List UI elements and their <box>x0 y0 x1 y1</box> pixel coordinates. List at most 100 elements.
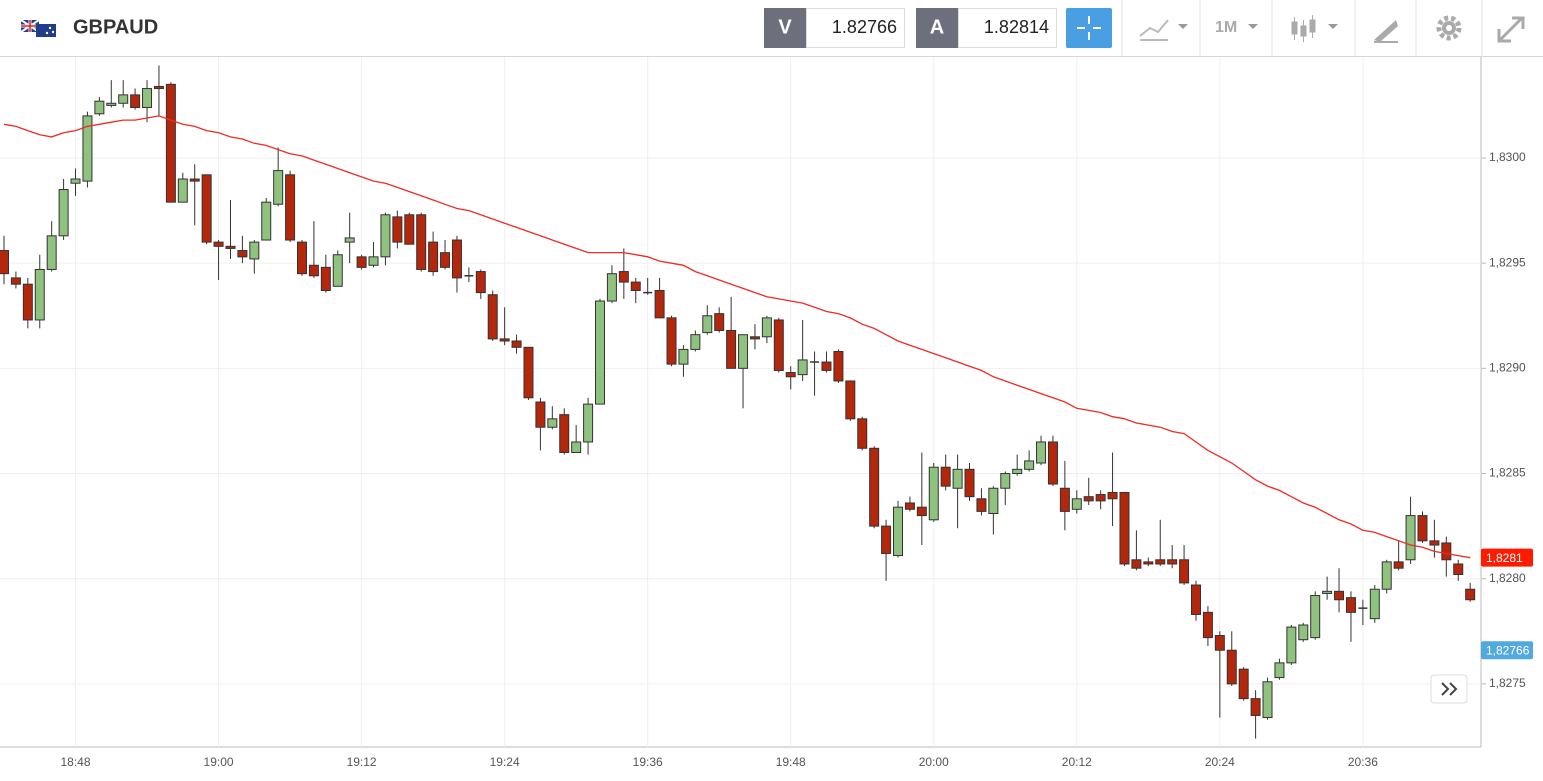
candle-body <box>821 361 832 371</box>
candle-body <box>881 525 892 554</box>
x-tick-label: 20:12 <box>1062 755 1092 769</box>
candle-body <box>320 266 331 292</box>
price-label-box <box>1481 548 1533 567</box>
candle-body <box>1453 563 1464 575</box>
candle-body <box>1191 584 1201 615</box>
fullscreen-button[interactable] <box>1497 16 1525 43</box>
candle-body <box>344 237 355 243</box>
candle-body <box>1012 468 1023 475</box>
candle-body <box>1107 491 1118 500</box>
candle-body <box>451 239 462 279</box>
candle-body <box>1393 561 1404 569</box>
x-tick-label: 19:48 <box>776 755 806 769</box>
toolbar-graphics: GBPAUD V 1.82766 A 1.82814 1M <box>20 0 1525 56</box>
sell-button[interactable]: V 1.82766 <box>764 8 905 48</box>
candle-body <box>833 351 844 382</box>
candle-body <box>1024 460 1035 470</box>
candle-body <box>690 334 701 350</box>
candle-body <box>1274 662 1285 679</box>
candle-body <box>1119 491 1130 565</box>
candle-body <box>511 340 522 348</box>
x-tick-label: 19:00 <box>204 755 234 769</box>
flag-icon <box>20 19 56 37</box>
candle-body <box>583 403 594 443</box>
x-tick-label: 20:24 <box>1205 755 1235 769</box>
candle-body <box>1143 561 1154 565</box>
candle-body <box>106 102 117 106</box>
candle-body <box>523 346 534 399</box>
candle-body <box>702 315 713 334</box>
candle-body <box>177 178 188 203</box>
chart-type-button[interactable] <box>1139 19 1188 41</box>
candle-body <box>630 281 641 292</box>
candle-body <box>904 502 915 510</box>
toolbar: GBPAUD V 1.82766 A 1.82814 1M <box>0 0 1543 57</box>
candle-body <box>976 498 987 512</box>
candle-body <box>261 201 272 241</box>
candle-body <box>0 250 9 275</box>
candle-body <box>1334 590 1345 601</box>
buy-button[interactable]: A 1.82814 <box>916 8 1057 48</box>
candle-body <box>1226 649 1237 685</box>
candle-body <box>297 241 307 275</box>
draw-tool-button[interactable] <box>1374 20 1398 43</box>
candle-body <box>1369 588 1380 620</box>
candle-body <box>726 329 737 369</box>
y-tick-label: 1,8290 <box>1489 361 1526 375</box>
candle-body <box>1381 561 1392 590</box>
candle-body <box>308 264 319 277</box>
scroll-button[interactable] <box>1430 674 1468 704</box>
candle-body <box>225 245 236 249</box>
candle-body <box>940 466 951 487</box>
candle-body <box>46 235 57 270</box>
candle-body <box>237 250 248 258</box>
candle-body <box>273 170 284 205</box>
candle-body <box>606 273 617 302</box>
candle-body <box>1441 542 1452 561</box>
candle-style-button[interactable] <box>1291 15 1338 42</box>
candle-body <box>1059 487 1070 512</box>
candle-body <box>1310 595 1321 639</box>
candle-body <box>1155 559 1166 565</box>
candle-body <box>595 300 605 405</box>
sell-label: V <box>778 16 792 38</box>
candle-body <box>213 241 224 247</box>
candle-body <box>22 283 33 321</box>
candle-body <box>118 94 129 104</box>
moving-average-line <box>3 115 1471 559</box>
candle-body <box>1083 496 1094 502</box>
candle-body <box>94 100 105 115</box>
crosshair-button[interactable] <box>1066 8 1112 48</box>
candle-body <box>380 214 391 258</box>
candle-body <box>499 338 510 342</box>
candle-body <box>797 359 808 376</box>
candle-body <box>988 487 999 514</box>
timeframe-button[interactable]: 1M <box>1215 19 1258 36</box>
candle-body <box>416 214 427 270</box>
candle-body <box>738 334 749 369</box>
x-tick-label: 19:24 <box>490 755 520 769</box>
candle-body <box>249 241 260 260</box>
candle-body <box>332 254 343 287</box>
settings-button[interactable] <box>1436 15 1462 41</box>
x-tick-label: 19:12 <box>347 755 377 769</box>
separators <box>1121 0 1483 56</box>
candle-body <box>440 252 451 268</box>
candle-body <box>142 88 153 108</box>
candle-body <box>1214 635 1225 651</box>
candle-body <box>1298 624 1309 641</box>
candle-body <box>1238 668 1249 700</box>
candle-body <box>571 441 582 453</box>
y-tick-label: 1,8295 <box>1489 255 1526 269</box>
candle-body <box>869 447 880 527</box>
price-label: 1,8281 <box>1486 551 1523 565</box>
candle-body <box>1036 441 1047 464</box>
candle-body <box>773 319 784 371</box>
candle-body <box>1202 611 1213 639</box>
candle-body <box>70 178 81 184</box>
candle-body <box>82 115 93 182</box>
y-tick-label: 1,8300 <box>1489 150 1526 164</box>
symbol: GBPAUD <box>73 16 158 38</box>
candle-body <box>916 506 927 517</box>
